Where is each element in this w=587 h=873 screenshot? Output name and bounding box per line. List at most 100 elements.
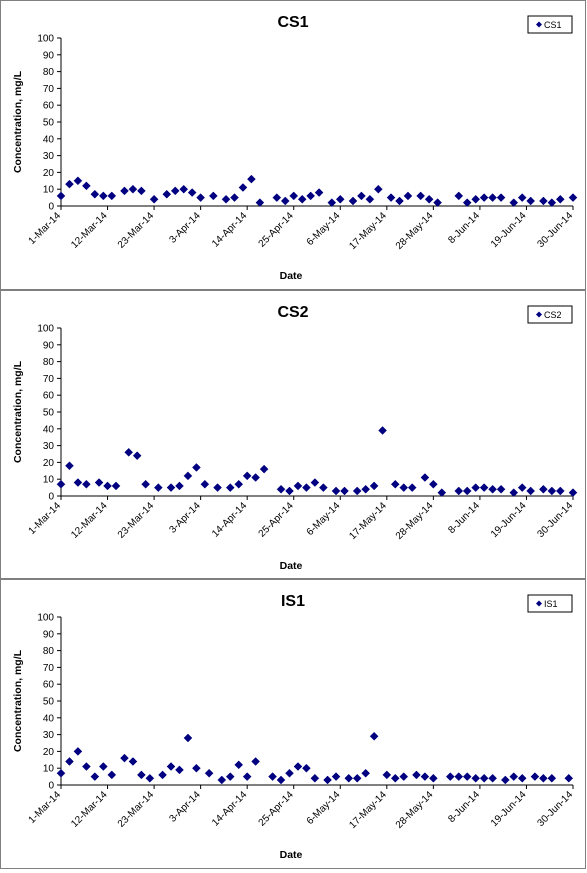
data-point	[285, 768, 294, 778]
data-point	[120, 753, 129, 763]
data-point	[234, 479, 244, 489]
x-tick-label: 14-Apr-14	[210, 789, 250, 829]
x-tick-label: 19-Jun-14	[489, 210, 529, 250]
data-point	[200, 479, 210, 489]
data-point	[454, 486, 464, 496]
legend-label: CS1	[544, 20, 562, 30]
data-point	[555, 486, 565, 496]
data-point	[420, 473, 430, 482]
data-point	[128, 757, 138, 766]
x-tick-label: 3-Apr-14	[167, 210, 203, 246]
data-point	[251, 757, 260, 766]
y-tick-label: 80	[43, 357, 55, 368]
data-point	[361, 768, 371, 778]
data-point	[276, 484, 286, 494]
data-point	[382, 770, 392, 780]
data-point	[407, 483, 417, 492]
y-axis-title: Concentration, mg/L	[12, 360, 24, 463]
data-point	[352, 486, 362, 496]
x-axis-title: Date	[280, 849, 303, 861]
data-point	[365, 194, 375, 204]
data-point	[217, 775, 227, 785]
data-point	[268, 772, 277, 781]
data-point	[82, 762, 91, 771]
data-point	[424, 194, 434, 204]
chart-svg-is1: IS1 0 10 20 30 40 50 60 70 80 90 100 1-Mar-14 12-Mar-…	[12, 593, 576, 861]
data-point	[242, 471, 252, 481]
data-point	[137, 186, 146, 196]
data-point	[204, 768, 214, 778]
y-tick-label: 100	[37, 324, 54, 335]
data-point	[111, 481, 121, 491]
x-tick-label: 6-May-14	[305, 500, 343, 538]
data-point	[403, 191, 413, 201]
y-tick-label: 30	[43, 151, 55, 162]
y-axis-title: Concentration, mg/L	[12, 70, 24, 173]
x-tick-label: 3-Apr-14	[167, 500, 203, 536]
x-tick-label: 30-Jun-14	[536, 500, 576, 540]
data-point	[166, 483, 176, 492]
x-tick-label: 3-Apr-14	[167, 789, 203, 825]
legend-label: CS2	[544, 310, 562, 320]
x-tick-label: 12-Mar-14	[69, 500, 110, 541]
y-tick-label: 80	[43, 67, 55, 78]
x-tick-label: 23-Mar-14	[116, 500, 157, 541]
y-tick-label: 20	[43, 747, 55, 758]
data-point	[488, 773, 497, 783]
data-point	[344, 773, 354, 783]
y-tick-label: 0	[48, 202, 54, 213]
data-point	[183, 733, 193, 743]
x-tick-label: 6-May-14	[305, 210, 343, 248]
data-point	[82, 181, 91, 191]
data-point	[412, 770, 421, 780]
data-point	[488, 484, 497, 494]
y-tick-label: 60	[43, 680, 55, 691]
data-point	[429, 479, 438, 489]
data-point	[56, 191, 66, 201]
data-point	[297, 194, 307, 204]
x-tick-label: 30-Jun-14	[536, 789, 576, 829]
data-point	[132, 451, 142, 461]
data-point	[302, 763, 311, 773]
data-point	[390, 773, 400, 783]
data-point	[103, 481, 112, 491]
x-tick-label: 1-Mar-14	[27, 500, 64, 537]
y-tick-label: 90	[43, 340, 55, 351]
y-tick-label: 70	[43, 84, 55, 95]
x-tick-label: 12-Mar-14	[69, 789, 110, 830]
data-point	[471, 483, 481, 492]
y-tick-label: 100	[37, 34, 54, 45]
data-point	[183, 471, 193, 481]
data-point	[517, 483, 527, 492]
x-tick-label: 25-Apr-14	[257, 789, 297, 829]
data-point	[230, 193, 239, 202]
data-point	[153, 483, 163, 492]
chart-panel-cs2: CS2 0 10 20 30 40 50 60 70 80 90 100 1-Mar-14 12-Mar-…	[0, 290, 586, 579]
legend-label: IS1	[544, 599, 558, 609]
data-point	[107, 770, 117, 780]
data-point	[568, 488, 578, 497]
data-point	[73, 478, 83, 487]
data-point	[429, 773, 438, 783]
data-point	[170, 186, 180, 196]
y-axis-title: Concentration, mg/L	[12, 649, 24, 752]
data-point	[395, 196, 404, 206]
data-point	[539, 773, 548, 783]
data-point	[462, 772, 472, 781]
data-point	[251, 473, 260, 482]
data-point	[437, 488, 447, 497]
data-point	[175, 765, 184, 775]
x-tick-label: 14-Apr-14	[210, 210, 250, 250]
legend-box	[527, 305, 573, 324]
y-tick-label: 60	[43, 391, 55, 402]
data-point	[547, 773, 557, 783]
data-point	[187, 188, 197, 197]
y-tick-label: 80	[43, 646, 55, 657]
data-point	[65, 179, 74, 189]
data-point	[496, 484, 506, 494]
y-tick-label: 40	[43, 134, 55, 145]
x-tick-label: 14-Apr-14	[210, 500, 250, 540]
data-point	[289, 191, 299, 201]
legend-box	[527, 594, 573, 613]
data-point	[509, 772, 519, 781]
